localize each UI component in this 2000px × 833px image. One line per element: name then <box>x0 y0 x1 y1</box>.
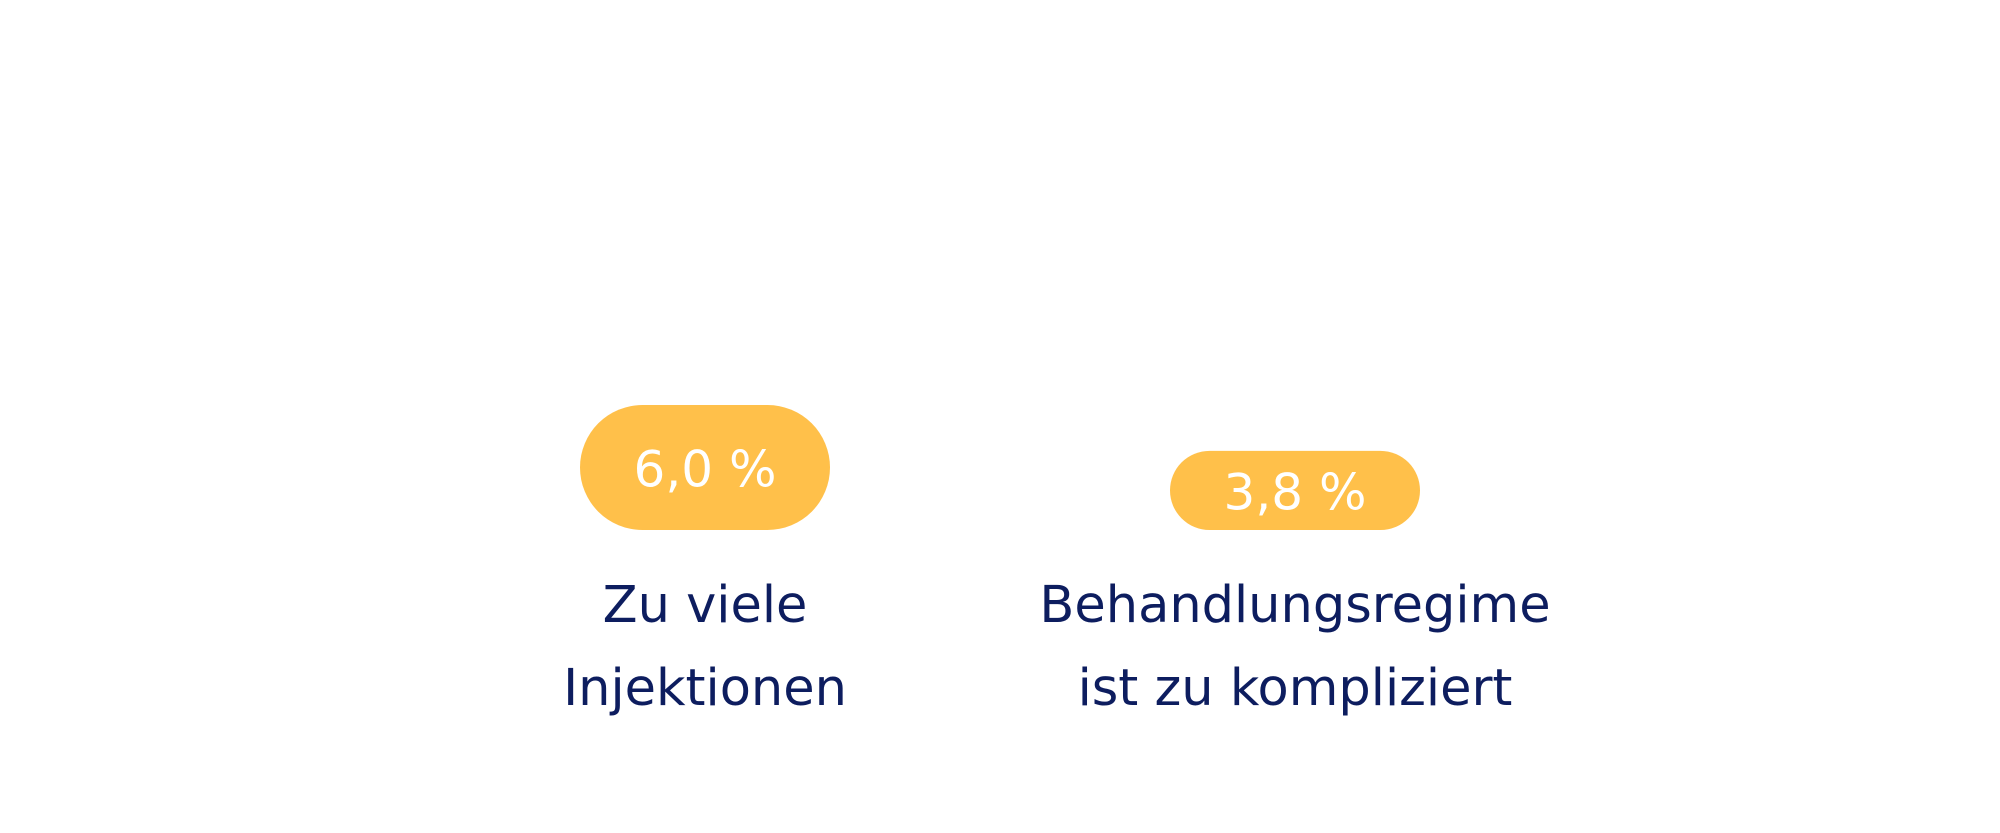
category-label-1-line-2: Injektionen <box>563 659 847 718</box>
category-label-2-line-1: Behandlungsregime <box>1039 576 1550 635</box>
data-label-1: 6,0 % <box>634 441 777 499</box>
category-labels-group: Zu viele Injektionen Behandlungsregime ist … <box>563 576 1551 718</box>
bar-1 <box>580 405 830 530</box>
bar-2 <box>1170 450 1420 530</box>
category-label-2-line-2: ist zu kompliziert <box>1078 659 1513 718</box>
bars-group <box>580 405 1420 530</box>
data-labels-group: 6,0 % 3,8 % <box>634 441 1367 522</box>
category-label-1-line-1: Zu viele <box>603 576 808 635</box>
data-label-2: 3,8 % <box>1224 463 1367 521</box>
